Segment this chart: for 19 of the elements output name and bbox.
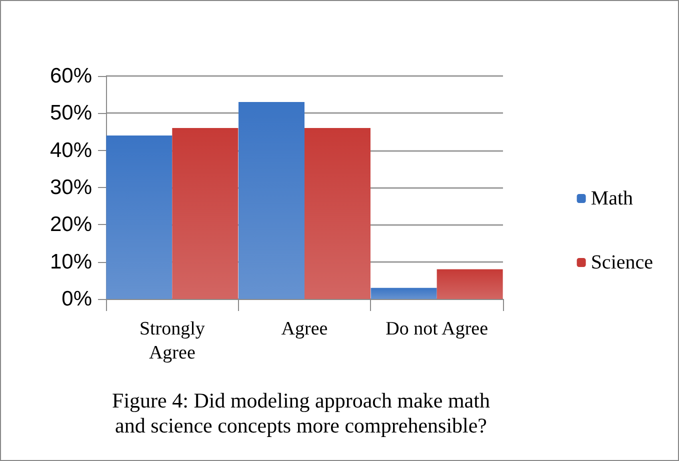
y-tick-label: 0% (62, 288, 92, 310)
legend-label: Math (590, 188, 634, 210)
bar (370, 288, 437, 299)
y-tick-label: 40% (50, 138, 92, 162)
x-tick-label: Agree (281, 318, 328, 340)
x-tick-label: Strongly Agree (139, 318, 206, 364)
y-tick-label: 10% (50, 250, 92, 274)
bar (304, 128, 370, 299)
y-tick-label: 20% (50, 213, 92, 236)
x-tick-label: Do not Agree (386, 318, 488, 340)
bar (106, 135, 172, 299)
y-tick-label: 30% (50, 176, 92, 199)
y-tick-label: 50% (50, 102, 92, 125)
bar (172, 128, 238, 299)
y-tick-label: 60% (50, 64, 92, 88)
bar (238, 102, 304, 299)
text: Figure 4: Did modeling approach make math and science concepts more comprehensible? (112, 388, 490, 438)
bar (436, 269, 503, 299)
legend-label: Science (590, 252, 654, 274)
